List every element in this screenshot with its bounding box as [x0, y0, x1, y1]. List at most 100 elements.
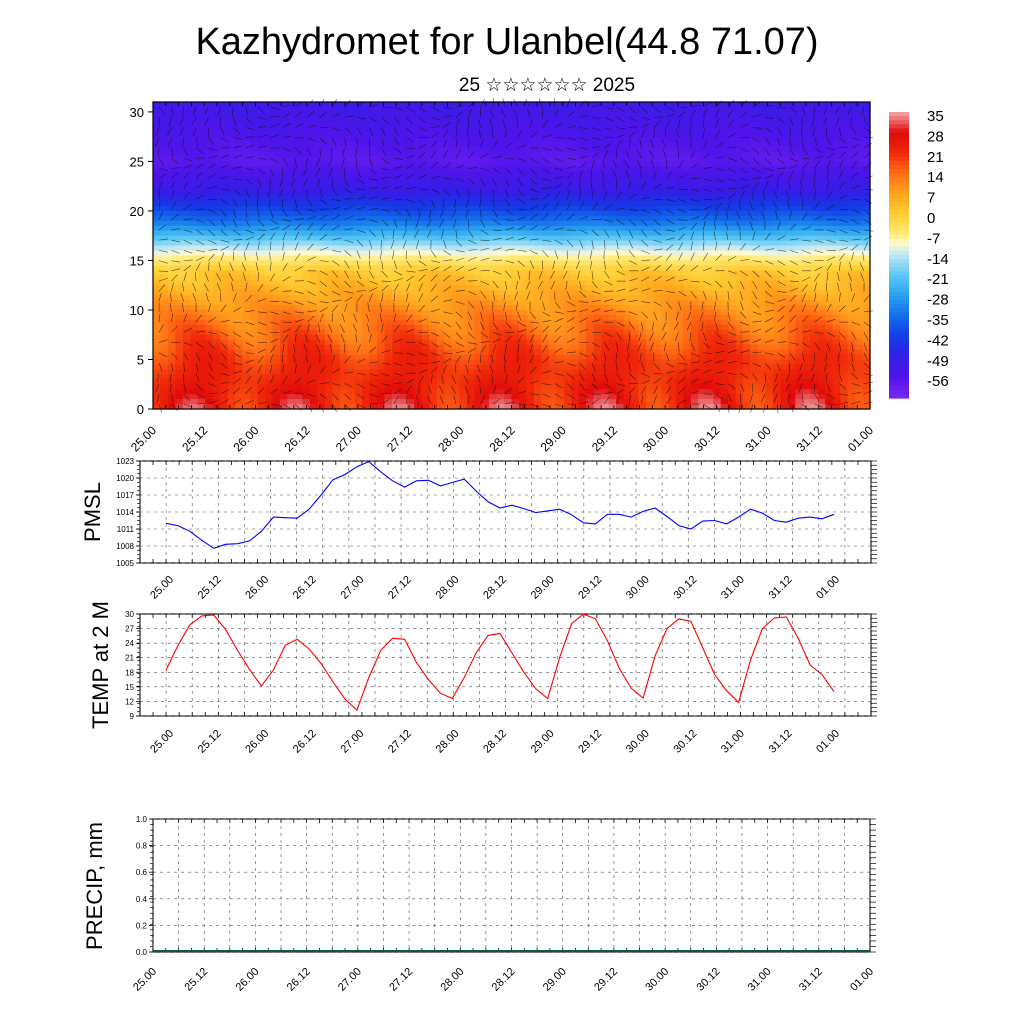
heatmap-cell	[802, 349, 811, 356]
heatmap-cell	[593, 196, 602, 202]
heatmap-cell	[474, 260, 483, 266]
heatmap-cell	[765, 126, 774, 133]
heatmap-cell	[847, 176, 856, 182]
heatmap-cell	[309, 240, 318, 247]
heatmap-cell	[593, 245, 602, 252]
heatmap-cell	[489, 295, 498, 301]
heatmap-cell	[414, 245, 423, 252]
heatmap-cell	[705, 176, 714, 182]
heatmap-cell	[541, 305, 550, 311]
heatmap-cell	[257, 225, 266, 232]
heatmap-cell	[227, 121, 236, 128]
heatmap-cell	[399, 141, 408, 148]
heatmap-cell	[257, 314, 266, 321]
heatmap-cell	[362, 339, 371, 346]
heatmap-cell	[825, 270, 834, 276]
heatmap-cell	[466, 121, 475, 128]
heatmap-cell	[504, 290, 513, 296]
heatmap-cell	[518, 176, 528, 182]
heatmap-cell	[429, 196, 438, 202]
heatmap-cell	[384, 151, 393, 158]
heatmap-cell	[660, 295, 669, 301]
heatmap-cell	[287, 126, 296, 133]
heatmap-cell	[466, 305, 475, 311]
heatmap-cell	[698, 275, 707, 281]
heatmap-cell	[272, 186, 281, 192]
heatmap-cell	[616, 141, 625, 148]
heatmap-cell	[197, 344, 206, 351]
heatmap-cell	[474, 309, 483, 316]
heatmap-cell	[272, 349, 281, 356]
heatmap-cell	[787, 230, 796, 237]
heatmap-cell	[406, 250, 416, 257]
heatmap-cell	[451, 131, 460, 138]
heatmap-cell	[586, 141, 595, 148]
heatmap-cell	[362, 275, 371, 281]
heatmap-cell	[548, 225, 557, 232]
heatmap-cell	[421, 339, 430, 346]
heatmap-cell	[593, 240, 602, 247]
heatmap-cell	[212, 250, 221, 257]
heatmap-cell	[593, 270, 602, 276]
heatmap-cell	[309, 146, 318, 153]
heatmap-cell	[399, 176, 408, 182]
heatmap-cell	[571, 201, 580, 207]
heatmap-cell	[623, 215, 632, 222]
heatmap-cell	[653, 126, 662, 133]
heatmap-cell	[167, 334, 177, 341]
heatmap-cell	[354, 201, 363, 207]
heatmap-cell	[743, 230, 752, 237]
heatmap-cell	[653, 245, 662, 252]
heatmap-cell	[250, 181, 259, 187]
heatmap-cell	[167, 156, 177, 163]
heatmap-cell	[212, 141, 221, 148]
heatmap-cell	[817, 250, 826, 257]
heatmap-cell	[347, 285, 356, 291]
heatmap-cell	[421, 260, 430, 266]
heatmap-cell	[160, 220, 169, 227]
heatmap-cell	[347, 235, 356, 242]
heatmap-cell	[832, 319, 841, 326]
heatmap-cell	[698, 240, 707, 247]
heatmap-cell	[795, 141, 804, 148]
heatmap-cell	[287, 161, 296, 167]
heatmap-cell	[362, 334, 371, 341]
heatmap-cell	[227, 186, 236, 192]
heatmap-cell	[645, 220, 655, 227]
heatmap-cell	[645, 141, 655, 148]
heatmap-cell	[302, 106, 311, 113]
heatmap-cell	[406, 260, 416, 266]
heatmap-cell	[294, 245, 303, 252]
heatmap-cell	[324, 181, 333, 187]
heatmap-cell	[728, 111, 737, 118]
heatmap-cell	[802, 215, 811, 222]
heatmap-cell	[242, 181, 251, 187]
heatmap-cell	[481, 210, 490, 217]
heatmap-cell	[451, 151, 460, 158]
heatmap-cell	[750, 225, 759, 232]
heatmap-cell	[399, 245, 408, 252]
heatmap-cell	[683, 319, 692, 326]
heatmap-cell	[287, 205, 296, 212]
heatmap-cell	[153, 319, 162, 326]
heatmap-cell	[481, 270, 490, 276]
heatmap-cell	[160, 205, 169, 212]
heatmap-cell	[601, 210, 610, 217]
heatmap-cell	[324, 319, 333, 326]
heatmap-cell	[660, 329, 669, 336]
heatmap-cell	[504, 339, 513, 346]
heatmap-cell	[160, 305, 169, 311]
heatmap-cell	[743, 305, 752, 311]
heatmap-cell	[474, 102, 483, 108]
heatmap-cell	[683, 116, 692, 123]
heatmap-cell	[631, 102, 640, 108]
heatmap-cell	[840, 265, 849, 271]
heatmap-cell	[765, 191, 774, 197]
heatmap-cell	[182, 300, 191, 306]
heatmap-cell	[631, 225, 640, 232]
heatmap-cell	[855, 151, 864, 158]
heatmap-cell	[825, 319, 834, 326]
heatmap-cell	[840, 305, 849, 311]
heatmap-cell	[795, 121, 804, 128]
